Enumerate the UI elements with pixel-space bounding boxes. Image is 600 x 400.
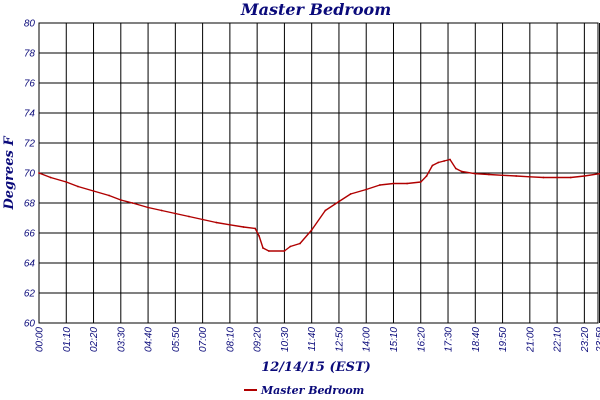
data-point (262, 247, 264, 249)
y-axis-ticks: 60 62 64 66 68 70 72 74 76 78 80 (24, 19, 36, 330)
data-point (254, 227, 257, 230)
y-tick-label: 76 (24, 79, 36, 90)
data-point (188, 215, 190, 218)
data-point (528, 175, 531, 178)
x-tick-label: 15:10 (389, 327, 400, 352)
x-tick-label: 23:59 (595, 327, 600, 353)
x-tick-label: 08:10 (225, 327, 236, 352)
y-tick-label: 68 (24, 199, 36, 210)
x-tick-label: 12:50 (334, 327, 345, 352)
data-point (201, 218, 204, 221)
data-point (460, 170, 463, 173)
y-tick-label: 64 (24, 259, 36, 270)
data-point (92, 190, 95, 192)
data-point (501, 174, 504, 177)
x-tick-label: 09:20 (253, 327, 264, 352)
x-tick-label: 10:30 (280, 327, 291, 352)
data-point (289, 245, 292, 248)
data-point (228, 223, 231, 226)
chart-title: Master Bedroom (240, 0, 391, 19)
data-point (542, 176, 545, 179)
x-tick-label: 17:30 (444, 327, 455, 352)
data-point (419, 181, 422, 183)
data-point (108, 194, 111, 197)
data-point (242, 226, 245, 228)
y-tick-label: 60 (24, 319, 36, 330)
y-axis-label: Degrees F (2, 136, 17, 211)
data-point (437, 161, 440, 164)
x-axis-label: 12/14/15 (EST) (261, 360, 371, 375)
data-point (310, 229, 313, 231)
y-tick-label: 72 (24, 139, 36, 150)
x-tick-label: 11:40 (307, 327, 318, 352)
x-tick-label: 23:20 (580, 327, 591, 353)
data-point (556, 176, 558, 179)
data-point (569, 176, 572, 179)
data-point (215, 221, 218, 224)
data-point (49, 176, 52, 179)
data-point (147, 206, 149, 209)
data-point (443, 160, 446, 162)
x-tick-label: 16:20 (416, 327, 427, 352)
data-point (449, 158, 451, 161)
legend-label: Master Bedroom (260, 384, 364, 397)
data-point (258, 235, 260, 237)
data-point (174, 212, 177, 215)
data-point (131, 202, 134, 204)
data-point (378, 184, 381, 186)
data-point (406, 182, 409, 185)
x-tick-label: 04:40 (144, 327, 155, 352)
legend: Master Bedroom (244, 384, 364, 397)
data-point (324, 209, 327, 212)
x-tick-label: 02:20 (89, 327, 100, 352)
y-tick-label: 78 (24, 49, 36, 60)
data-point (77, 185, 79, 188)
x-tick-label: 14:00 (362, 327, 373, 352)
x-tick-label: 00:00 (35, 327, 46, 352)
data-point (515, 175, 518, 177)
x-tick-label: 18:40 (471, 327, 482, 352)
data-point (349, 193, 352, 195)
x-tick-label: 03:30 (116, 327, 127, 352)
x-tick-label: 19:50 (498, 327, 509, 352)
data-point (160, 209, 163, 212)
x-tick-label: 05:50 (171, 327, 182, 352)
data-point (392, 182, 395, 185)
data-point (365, 188, 368, 191)
data-point (65, 181, 68, 183)
data-point (267, 250, 270, 252)
data-point (488, 173, 490, 176)
y-tick-label: 80 (24, 19, 36, 30)
data-point (425, 175, 428, 177)
y-tick-label: 66 (24, 229, 36, 240)
data-point (583, 175, 586, 177)
data-point (338, 200, 340, 203)
y-tick-label: 70 (24, 169, 36, 180)
y-tick-label: 62 (24, 289, 36, 300)
x-tick-label: 22:10 (553, 327, 564, 353)
y-tick-label: 74 (24, 109, 36, 120)
x-tick-label: 21:00 (525, 327, 536, 353)
x-axis-ticks: 00:00 01:10 02:20 03:30 04:40 05:50 07:00 08:10… (35, 327, 600, 353)
x-tick-label: 07:00 (198, 327, 209, 352)
data-point (38, 172, 40, 174)
data-point (299, 242, 301, 245)
x-tick-label: 01:10 (62, 327, 73, 352)
data-point (474, 172, 477, 175)
data-point (454, 167, 457, 170)
plot-grid (38, 22, 600, 324)
data-point (119, 199, 122, 201)
data-point (431, 164, 434, 167)
data-point (283, 250, 286, 252)
